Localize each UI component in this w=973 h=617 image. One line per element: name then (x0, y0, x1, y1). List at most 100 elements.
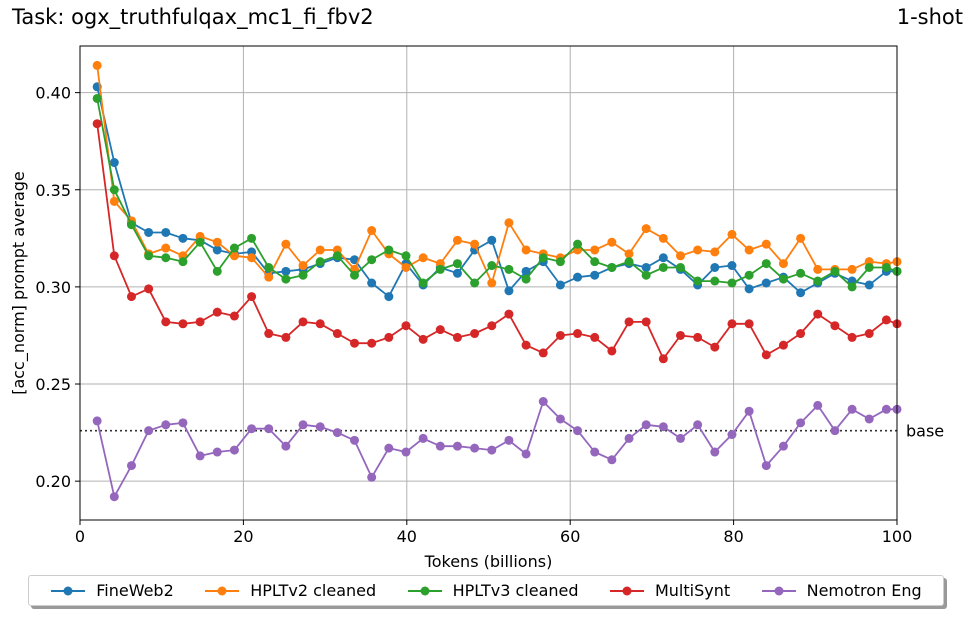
data-point (641, 224, 651, 234)
data-point (761, 239, 771, 249)
legend-swatch (407, 586, 442, 595)
legend-swatch (609, 586, 644, 595)
data-point (384, 292, 394, 302)
data-point (332, 428, 342, 438)
legend-label: HPLTv2 cleaned (250, 581, 377, 600)
data-point (470, 329, 480, 339)
data-point (864, 329, 874, 339)
data-point (229, 311, 239, 321)
legend-item: MultiSynt (609, 581, 730, 600)
data-point (607, 262, 617, 272)
y-tick-label: 0.30 (35, 278, 71, 297)
data-point (281, 239, 291, 249)
data-point (607, 237, 617, 247)
data-point (126, 292, 136, 302)
data-point (727, 278, 737, 288)
data-point (710, 276, 720, 286)
data-point (573, 239, 583, 249)
data-point (178, 233, 188, 243)
x-tick-label: 100 (882, 527, 913, 546)
data-point (641, 262, 651, 272)
data-point (435, 325, 445, 335)
data-point (247, 253, 257, 263)
data-point (796, 288, 806, 298)
data-point (212, 237, 222, 247)
data-point (195, 451, 205, 461)
data-point (573, 426, 583, 436)
data-point (144, 426, 154, 436)
data-point (761, 461, 771, 471)
data-point (658, 422, 668, 432)
data-point (744, 319, 754, 329)
data-point (229, 251, 239, 261)
data-point (367, 255, 377, 265)
data-point (487, 278, 497, 288)
data-point (590, 332, 600, 342)
data-point (675, 330, 685, 340)
data-point (590, 270, 600, 280)
data-point (778, 274, 788, 284)
data-point (864, 280, 874, 290)
data-point (555, 257, 565, 267)
data-point (92, 119, 102, 129)
base-reference-label: base (906, 422, 944, 441)
data-point (144, 251, 154, 261)
plot-frame (79, 45, 898, 521)
chart-title: Task: ogx_truthfulqax_mc1_fi_fbv2 (12, 5, 374, 29)
data-point (573, 329, 583, 339)
data-point (452, 441, 462, 451)
data-point (401, 262, 411, 272)
data-point (504, 286, 514, 296)
data-point (693, 245, 703, 255)
legend-swatch (51, 586, 86, 595)
data-point (350, 435, 360, 445)
data-point (744, 284, 754, 294)
legend-label: MultiSynt (654, 581, 731, 600)
data-point (881, 404, 891, 414)
data-point (796, 329, 806, 339)
legend-item: HPLTv3 cleaned (407, 581, 579, 600)
data-point (109, 196, 119, 206)
data-point (384, 443, 394, 453)
data-point (881, 262, 891, 272)
data-point (350, 270, 360, 280)
data-point (470, 278, 480, 288)
data-point (315, 257, 325, 267)
data-point (796, 268, 806, 278)
data-point (298, 420, 308, 430)
y-tick-label: 0.25 (35, 375, 71, 394)
data-point (144, 284, 154, 294)
data-point (384, 245, 394, 255)
data-point (710, 342, 720, 352)
data-point (315, 319, 325, 329)
data-point (350, 338, 360, 348)
data-point (178, 319, 188, 329)
data-point (641, 270, 651, 280)
data-point (744, 406, 754, 416)
data-point (298, 270, 308, 280)
data-point (813, 264, 823, 274)
data-point (281, 274, 291, 284)
data-point (675, 262, 685, 272)
data-point (435, 264, 445, 274)
data-point (212, 266, 222, 276)
data-point (435, 441, 445, 451)
data-point (487, 445, 497, 455)
data-point (367, 226, 377, 236)
data-point (693, 420, 703, 430)
data-point (710, 447, 720, 457)
data-point (778, 259, 788, 269)
data-point (418, 433, 428, 443)
data-point (92, 416, 102, 426)
data-point (778, 441, 788, 451)
data-point (109, 185, 119, 195)
data-point (126, 220, 136, 230)
data-point (796, 233, 806, 243)
data-point (504, 435, 514, 445)
data-point (367, 338, 377, 348)
data-point (761, 278, 771, 288)
data-point (761, 350, 771, 360)
data-point (92, 60, 102, 70)
data-point (744, 245, 754, 255)
data-point (401, 447, 411, 457)
